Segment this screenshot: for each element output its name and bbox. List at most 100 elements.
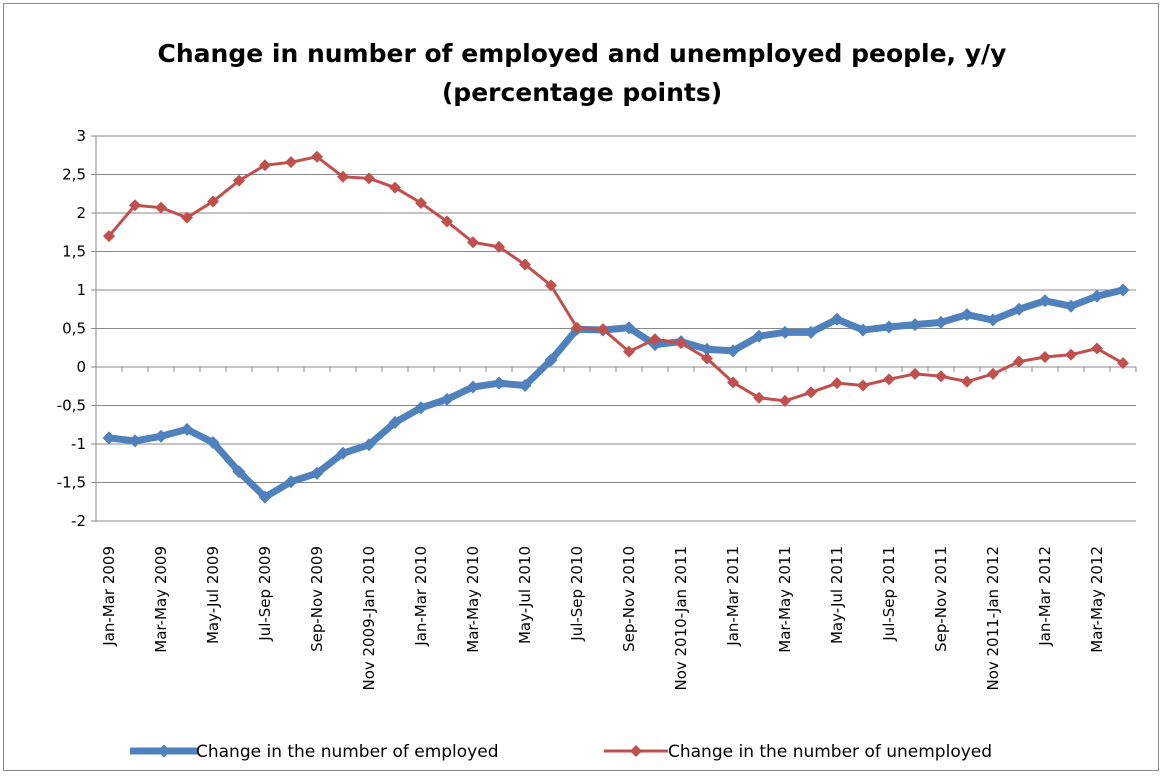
- series-group: [102, 150, 1130, 504]
- data-point: [700, 342, 714, 356]
- data-point: [180, 422, 194, 436]
- x-tick-label: Mar-May 2012: [1088, 546, 1106, 653]
- data-point: [389, 181, 401, 194]
- y-tick-label: 0: [76, 358, 86, 376]
- x-tick-label: Sep-Nov 2010: [620, 546, 638, 652]
- x-tick-label: Sep-Nov 2011: [932, 546, 950, 652]
- data-point: [285, 156, 297, 169]
- x-tick-label: May-Jul 2009: [204, 546, 222, 644]
- data-point: [726, 344, 740, 358]
- data-point: [908, 318, 922, 332]
- data-point: [206, 435, 220, 449]
- data-point: [960, 308, 974, 322]
- data-point: [882, 320, 896, 334]
- data-point: [622, 321, 636, 335]
- y-tick-label: 2,5: [62, 166, 86, 184]
- data-point: [233, 174, 245, 187]
- data-point: [128, 434, 142, 448]
- data-point: [414, 401, 428, 415]
- data-point: [102, 431, 116, 445]
- x-tick-label: Nov 2009-Jan 2010: [360, 546, 378, 691]
- y-tick-label: 0,5: [62, 320, 86, 338]
- data-point: [337, 170, 349, 183]
- data-point: [675, 337, 687, 350]
- data-point: [232, 465, 246, 479]
- data-point: [1116, 283, 1130, 297]
- data-point: [909, 367, 921, 380]
- data-point: [986, 313, 1000, 327]
- x-tick-label: Mar-May 2010: [464, 546, 482, 653]
- y-tick-label: -1,5: [57, 474, 86, 492]
- y-tick-label: 2: [76, 204, 86, 222]
- data-point: [597, 323, 609, 336]
- data-point: [311, 150, 323, 163]
- data-point: [310, 466, 324, 480]
- data-point: [492, 376, 506, 390]
- data-point: [727, 376, 739, 389]
- x-tick-label: Nov 2010-Jan 2011: [672, 546, 690, 691]
- data-point: [259, 159, 271, 172]
- data-point: [415, 196, 427, 209]
- x-tick-label: Jul-Sep 2009: [256, 546, 274, 642]
- chart-title: Change in number of employed and unemplo…: [158, 39, 1007, 68]
- data-point: [1091, 342, 1103, 355]
- data-point: [362, 438, 376, 452]
- data-point: [519, 258, 531, 271]
- x-tick-label: Nov 2011-Jan 2012: [984, 546, 1002, 691]
- data-point: [1013, 355, 1025, 368]
- x-tick-label: Jan-Mar 2010: [412, 546, 430, 647]
- series-line: [105, 286, 1127, 501]
- x-tick-label: Jan-Mar 2011: [724, 546, 742, 647]
- data-point: [441, 215, 453, 228]
- x-tick-label: May-Jul 2010: [516, 546, 534, 644]
- line-chart: Change in number of employed and unemplo…: [57, 39, 1137, 762]
- data-point: [467, 236, 479, 249]
- data-point: [103, 230, 115, 243]
- data-point: [1038, 294, 1052, 308]
- data-point: [804, 325, 818, 339]
- data-point: [753, 391, 765, 404]
- data-point: [831, 377, 843, 390]
- data-point: [493, 240, 505, 253]
- y-tick-label: -0,5: [57, 397, 86, 415]
- x-tick-label: Jan-Mar 2012: [1036, 546, 1054, 647]
- series-line: [107, 155, 1125, 403]
- legend-swatch-marker: [630, 745, 642, 757]
- data-point: [805, 386, 817, 399]
- data-point: [388, 415, 402, 429]
- data-point: [779, 394, 791, 407]
- legend: Change in the number of employed Change i…: [130, 742, 992, 762]
- x-tick-label: Jan-Mar 2009: [100, 546, 118, 647]
- data-point: [518, 378, 532, 392]
- data-point: [778, 325, 792, 339]
- legend-label: Change in the number of employed: [196, 742, 498, 762]
- data-point: [883, 373, 895, 386]
- data-point: [207, 195, 219, 208]
- data-point: [935, 370, 947, 383]
- data-point: [830, 312, 844, 326]
- data-point: [649, 333, 661, 346]
- x-tick-label: Mar-May 2009: [152, 546, 170, 653]
- chart-area: Change in number of employed and unemplo…: [3, 3, 1159, 771]
- data-point: [1064, 299, 1078, 313]
- data-point: [258, 490, 272, 504]
- y-tick-label: -1: [71, 435, 86, 453]
- data-point: [934, 315, 948, 329]
- data-point: [129, 199, 141, 212]
- data-point: [623, 345, 635, 358]
- legend-label: Change in the number of unemployed: [668, 742, 992, 762]
- x-tick-label: Sep-Nov 2009: [308, 546, 326, 652]
- data-point: [466, 380, 480, 394]
- x-tick-label: May-Jul 2011: [828, 546, 846, 644]
- axes: 3 2,5 2 1,5 1 0,5 0 -0,5 -1 -1,5 -2 Jan-Mar 2009 Mar…: [57, 127, 1137, 691]
- data-point: [440, 392, 454, 406]
- data-point: [571, 321, 583, 334]
- data-point: [752, 329, 766, 343]
- data-point: [987, 367, 999, 380]
- data-point: [1117, 357, 1129, 370]
- data-point: [544, 353, 558, 367]
- chart-subtitle: (percentage points): [442, 78, 722, 107]
- data-point: [961, 375, 973, 388]
- data-point: [701, 352, 713, 365]
- data-point: [181, 211, 193, 224]
